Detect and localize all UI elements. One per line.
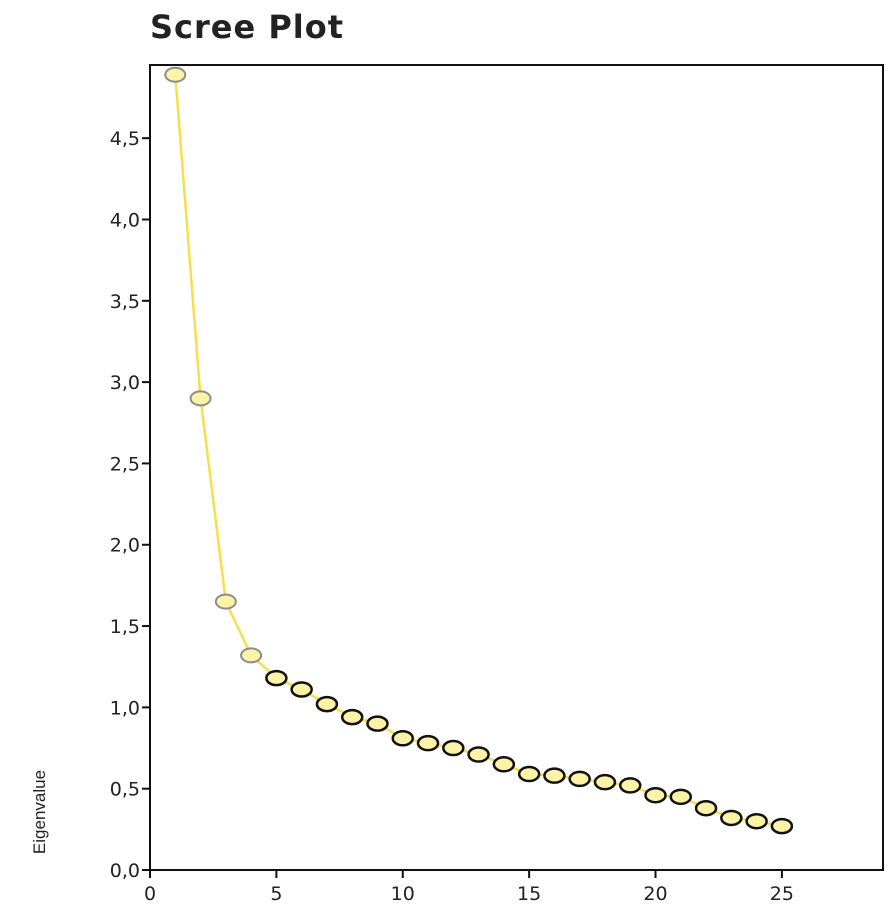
y-tick-label: 3,5	[110, 291, 140, 313]
data-point	[694, 799, 718, 817]
data-point	[340, 708, 364, 726]
data-point	[265, 669, 288, 687]
x-tick-label: 0	[144, 883, 156, 905]
x-axis: 0 5 10 15 20 25	[144, 870, 794, 905]
x-tick-label: 10	[391, 883, 415, 905]
data-point	[593, 773, 617, 791]
x-tick-label: 25	[770, 883, 794, 905]
data-point	[164, 66, 187, 83]
y-axis: 0,0 0,5 1,0 1,5 2,0 2,5 3,0 3,5 4,0 4,5	[110, 128, 150, 882]
plot-frame	[149, 64, 884, 871]
data-point	[492, 756, 516, 773]
data-point	[543, 767, 566, 784]
data-point	[366, 715, 389, 732]
x-tick-label: 5	[270, 883, 282, 905]
y-tick-label: 4,5	[110, 128, 140, 150]
data-point	[644, 786, 667, 804]
y-tick-label: 2,5	[110, 453, 140, 475]
y-axis-title: Eigenvalue	[30, 770, 49, 854]
data-point	[290, 681, 313, 698]
data-point	[770, 817, 794, 835]
data-point	[720, 809, 743, 827]
x-tick-label: 20	[643, 883, 667, 905]
data-point	[517, 765, 541, 783]
y-tick-label: 1,5	[110, 616, 140, 638]
y-tick-label: 0,0	[110, 860, 140, 882]
data-point	[214, 593, 237, 610]
data-point	[240, 647, 263, 664]
data-point	[416, 734, 440, 752]
data-point	[568, 770, 591, 788]
data-point	[315, 695, 339, 713]
series-line	[174, 74, 783, 828]
x-tick-label: 15	[517, 883, 541, 905]
data-point	[467, 746, 490, 763]
y-tick-label: 2,0	[110, 535, 140, 557]
data-point	[391, 730, 415, 747]
data-point	[189, 390, 212, 407]
data-point	[618, 777, 642, 794]
y-tick-label: 0,5	[110, 779, 140, 801]
y-tick-label: 4,0	[110, 209, 140, 231]
y-tick-label: 1,0	[110, 697, 140, 719]
data-point	[669, 788, 693, 806]
data-point	[442, 739, 465, 757]
data-point	[745, 812, 768, 830]
chart-title: Scree Plot	[150, 8, 345, 46]
y-tick-label: 3,0	[110, 372, 140, 394]
data-points	[164, 66, 794, 835]
